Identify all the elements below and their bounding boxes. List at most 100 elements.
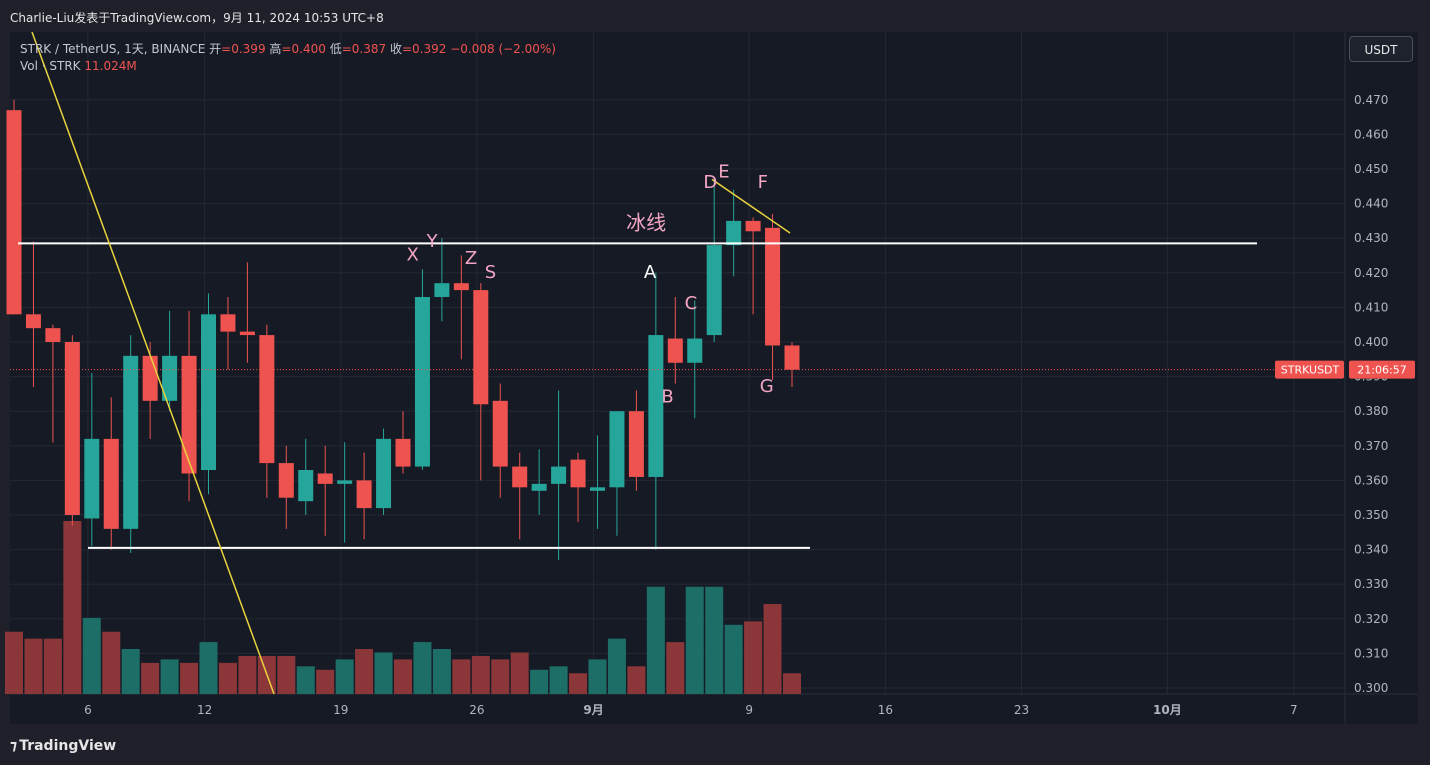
volume-bar <box>43 638 62 694</box>
candle <box>317 445 333 536</box>
volume-bar <box>666 642 685 694</box>
candle <box>687 300 703 419</box>
candle-body <box>278 463 294 498</box>
candle <box>434 238 450 322</box>
y-tick-label: 0.420 <box>1354 266 1388 280</box>
candle <box>64 335 80 526</box>
low-value: =0.387 <box>341 42 387 56</box>
candle <box>609 411 625 536</box>
candle-body <box>492 400 508 467</box>
candle <box>531 449 547 515</box>
x-tick-label: 16 <box>878 703 893 717</box>
candle <box>590 435 605 529</box>
volume-bar <box>724 624 743 694</box>
candle-body <box>84 438 100 519</box>
symbol-title: STRK / TetherUS, 1天, BINANCE <box>20 42 206 56</box>
candle <box>784 342 800 387</box>
annotation-label: F <box>758 172 768 193</box>
candle-body <box>726 220 742 246</box>
candle-series <box>6 99 800 560</box>
candle <box>259 324 275 498</box>
tradingview-icon: ⁊ <box>10 738 18 754</box>
candle-body <box>6 110 22 315</box>
volume-label: Vol · STRK <box>20 59 81 73</box>
candle-body <box>376 438 392 509</box>
y-tick-label: 0.470 <box>1354 93 1388 107</box>
price-tag-countdown-bg <box>1349 360 1415 379</box>
volume-bar <box>744 621 763 694</box>
candle <box>453 255 469 360</box>
change-value: −0.008 (−2.00%) <box>450 42 556 56</box>
candle <box>239 262 255 363</box>
candle-body <box>356 480 372 509</box>
candle-body <box>765 227 781 346</box>
candle <box>103 397 119 550</box>
candle <box>6 99 22 315</box>
volume-bar <box>491 659 510 694</box>
volume-bar <box>783 673 801 694</box>
price-tag-symbol-bg <box>1275 360 1344 379</box>
candle-body <box>609 411 625 488</box>
candle-body <box>687 338 703 363</box>
candle-body <box>473 290 489 405</box>
candle <box>628 390 644 491</box>
annotation-label: 冰线 <box>626 211 666 235</box>
open-value: =0.399 <box>221 42 266 56</box>
candle-body <box>453 283 469 291</box>
volume-bar <box>63 521 82 694</box>
candle <box>512 452 528 540</box>
open-label: 开 <box>209 42 222 56</box>
volume-bar <box>141 662 160 694</box>
candle <box>84 373 100 547</box>
candle-body <box>220 314 236 332</box>
y-tick-label: 0.400 <box>1354 335 1388 349</box>
volume-bar <box>374 652 393 694</box>
candle <box>298 438 314 515</box>
volume-bar <box>763 604 782 694</box>
plot-background <box>10 32 1345 694</box>
candle-body <box>181 355 197 474</box>
candle <box>395 411 411 474</box>
candle-body <box>395 438 411 467</box>
y-tick-label: 0.350 <box>1354 508 1388 522</box>
y-tick-label: 0.460 <box>1354 127 1388 141</box>
y-tick-label: 0.450 <box>1354 162 1388 176</box>
volume-series <box>5 521 801 694</box>
volume-bar <box>5 631 23 694</box>
y-tick-label: 0.370 <box>1354 439 1388 453</box>
candle-body <box>667 338 683 363</box>
volume-bar <box>296 666 315 694</box>
candle-body <box>317 473 333 484</box>
candle-body <box>259 335 275 464</box>
y-tick-label: 0.340 <box>1354 543 1388 557</box>
volume-bar <box>471 655 490 694</box>
candle-body <box>25 314 41 329</box>
candle-body <box>45 328 61 342</box>
y-tick-label: 0.360 <box>1354 473 1388 487</box>
candle-body <box>570 459 586 488</box>
volume-bar <box>627 666 646 694</box>
y-tick-label: 0.330 <box>1354 577 1388 591</box>
candle-body <box>745 220 761 232</box>
y-tick-label: 0.310 <box>1354 646 1388 660</box>
close-label: 收 <box>389 42 402 56</box>
volume-bar <box>355 649 374 694</box>
candle-body <box>64 342 80 515</box>
candle-body <box>414 297 430 467</box>
candle <box>473 283 489 481</box>
volume-bar <box>413 642 432 694</box>
header-bar: Charlie-Liu发表于TradingView.com，9月 11, 202… <box>0 0 1430 32</box>
candle-body <box>784 345 800 370</box>
currency-button[interactable]: USDT <box>1349 36 1413 62</box>
candle-body <box>298 470 314 502</box>
candle <box>201 293 216 495</box>
candle-body <box>512 466 528 488</box>
volume-value: 11.024M <box>84 59 137 73</box>
volume-bar <box>218 662 237 694</box>
volume-bar <box>238 655 257 694</box>
volume-bar <box>705 586 724 694</box>
candle <box>181 310 197 502</box>
volume-bar <box>199 642 218 694</box>
tradingview-logo[interactable]: ⁊ TradingView <box>10 738 116 754</box>
